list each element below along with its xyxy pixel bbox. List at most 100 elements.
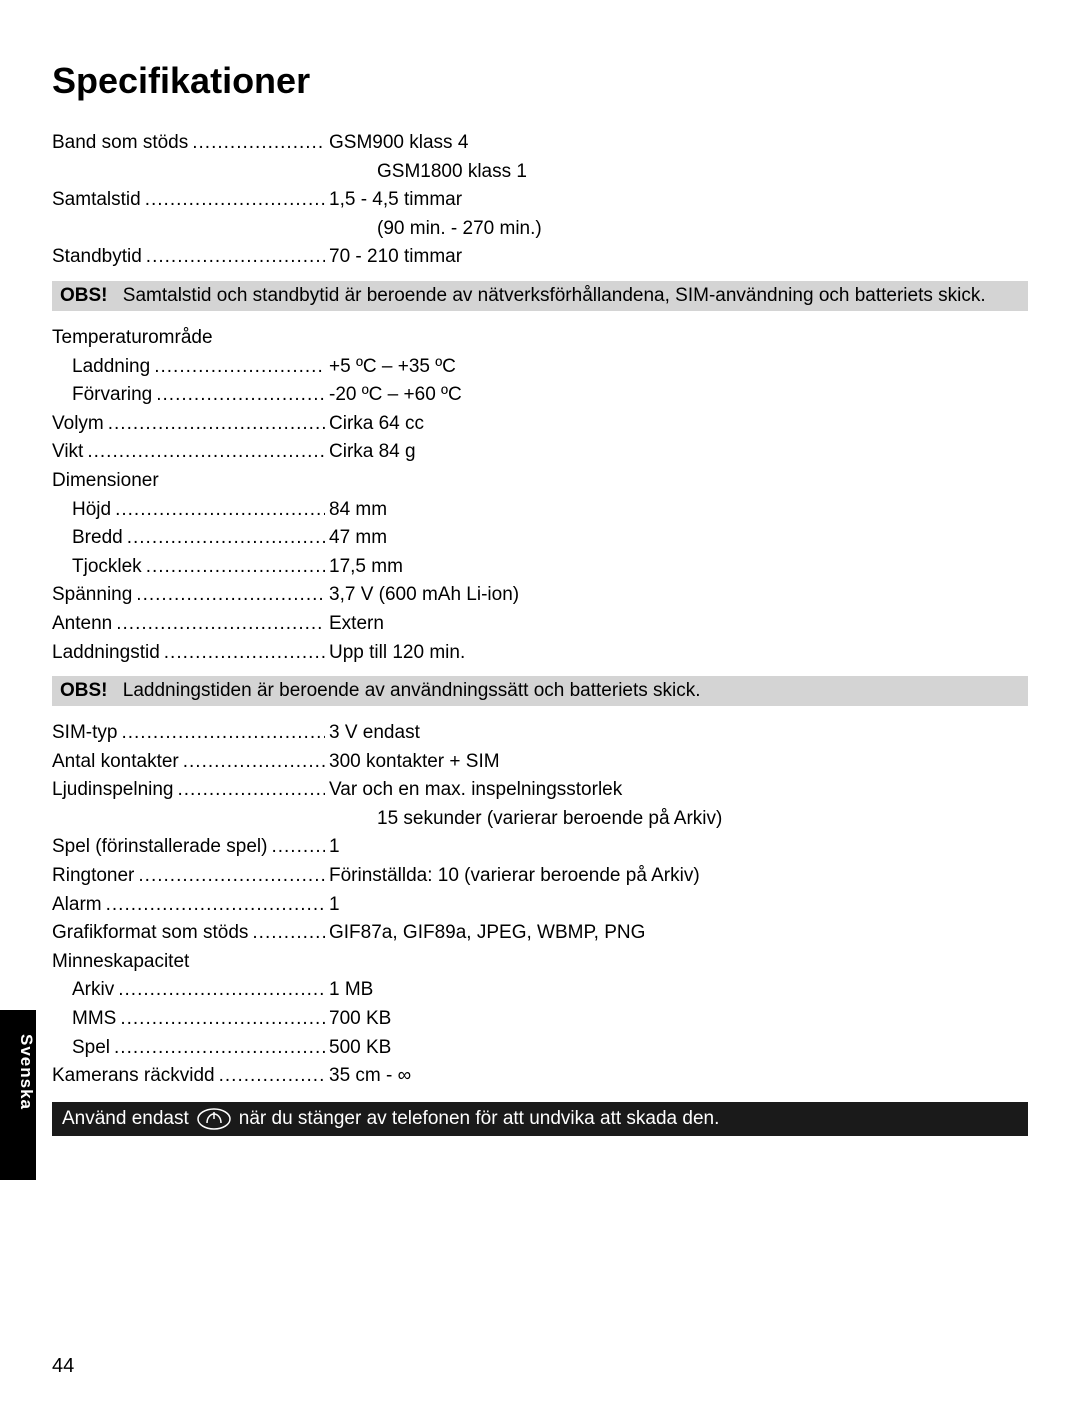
spec-row: Arkiv ..................................… — [52, 977, 1028, 1004]
note-label-1: OBS! — [60, 285, 108, 306]
spec-label: Laddning — [52, 354, 154, 381]
spec-label: Laddningstid — [52, 640, 164, 667]
spec-label: Förvaring — [52, 382, 156, 409]
spec-label: Antal kontakter — [52, 749, 183, 776]
spec-label: Spänning — [52, 582, 136, 609]
spec-row: Kamerans räckvidd ......................… — [52, 1063, 1028, 1090]
dot-leader: ........................................… — [154, 354, 325, 381]
spec-subheader: Temperaturområde — [52, 325, 1028, 352]
spec-value: 300 kontakter + SIM — [325, 749, 500, 776]
power-off-icon — [197, 1108, 231, 1130]
dot-leader: ........................................… — [145, 187, 325, 214]
spec-label: Volym — [52, 411, 108, 438]
dot-leader: ........................................… — [87, 439, 325, 466]
dot-leader: ........................................… — [120, 1006, 325, 1033]
note-text-2: Laddningstiden är beroende av användning… — [123, 680, 701, 701]
spec-section-2: TemperaturområdeLaddning ...............… — [52, 325, 1028, 666]
spec-value: Var och en max. inspelningsstorlek — [325, 777, 622, 804]
spec-label: Antenn — [52, 611, 116, 638]
spec-value: Upp till 120 min. — [325, 640, 465, 667]
spec-row: Spel ...................................… — [52, 1035, 1028, 1062]
dark-note-box: Använd endast när du stänger av telefone… — [52, 1102, 1028, 1136]
spec-label: MMS — [52, 1006, 120, 1033]
spec-row: SIM-typ ................................… — [52, 720, 1028, 747]
spec-row: Laddning ...............................… — [52, 354, 1028, 381]
spec-label: Vikt — [52, 439, 87, 466]
spec-row: Spänning ...............................… — [52, 582, 1028, 609]
spec-value-continuation: 15 sekunder (varierar beroende på Arkiv) — [52, 806, 1028, 833]
spec-value: 700 KB — [325, 1006, 391, 1033]
spec-value-continuation: (90 min. - 270 min.) — [52, 216, 1028, 243]
spec-row: Bredd ..................................… — [52, 525, 1028, 552]
spec-value: 84 mm — [325, 497, 387, 524]
spec-label: Ringtoner — [52, 863, 138, 890]
spec-value: 70 - 210 timmar — [325, 244, 462, 271]
spec-row: Ljudinspelning .........................… — [52, 777, 1028, 804]
dot-leader: ........................................… — [271, 834, 325, 861]
spec-value: 500 KB — [325, 1035, 391, 1062]
spec-label: Spel — [52, 1035, 114, 1062]
spec-row: Höjd ...................................… — [52, 497, 1028, 524]
spec-label: Höjd — [52, 497, 115, 524]
spec-row: Band som stöds .........................… — [52, 130, 1028, 157]
spec-row: Antal kontakter ........................… — [52, 749, 1028, 776]
spec-value: 1 MB — [325, 977, 373, 1004]
dot-leader: ........................................… — [114, 1035, 325, 1062]
spec-label: Band som stöds — [52, 130, 192, 157]
spec-value: +5 ºC – +35 ºC — [325, 354, 456, 381]
spec-label: Ljudinspelning — [52, 777, 178, 804]
spec-value: -20 ºC – +60 ºC — [325, 382, 462, 409]
page-number: 44 — [52, 1355, 74, 1378]
note-text-1: Samtalstid och standbytid är beroende av… — [123, 285, 986, 306]
spec-row: Volym ..................................… — [52, 411, 1028, 438]
spec-row: Alarm ..................................… — [52, 892, 1028, 919]
spec-row: Tjocklek ...............................… — [52, 554, 1028, 581]
spec-label: Samtalstid — [52, 187, 145, 214]
spec-label: Grafikformat som stöds — [52, 920, 252, 947]
dot-leader: ........................................… — [178, 777, 326, 804]
note-box-2: OBS! Laddningstiden är beroende av använ… — [52, 676, 1028, 706]
page-root: Specifikationer Band som stöds .........… — [0, 0, 1080, 1408]
spec-label: Tjocklek — [52, 554, 146, 581]
dot-leader: ........................................… — [127, 525, 325, 552]
dot-leader: ........................................… — [121, 720, 325, 747]
dot-leader: ........................................… — [252, 920, 325, 947]
spec-value: 1,5 - 4,5 timmar — [325, 187, 462, 214]
spec-row: Förvaring ..............................… — [52, 382, 1028, 409]
spec-value: GSM900 klass 4 — [325, 130, 468, 157]
dot-leader: ........................................… — [138, 863, 325, 890]
spec-value: Extern — [325, 611, 384, 638]
page-title: Specifikationer — [52, 60, 1028, 102]
spec-value: 47 mm — [325, 525, 387, 552]
spec-row: Grafikformat som stöds .................… — [52, 920, 1028, 947]
dot-leader: ........................................… — [118, 977, 325, 1004]
dot-leader: ........................................… — [108, 411, 325, 438]
dark-note-pre: Använd endast — [62, 1108, 189, 1130]
dot-leader: ........................................… — [192, 130, 325, 157]
spec-row: Ringtoner ..............................… — [52, 863, 1028, 890]
dark-note-post: när du stänger av telefonen för att undv… — [239, 1108, 720, 1130]
dot-leader: ........................................… — [146, 244, 325, 271]
spec-section-3: SIM-typ ................................… — [52, 720, 1028, 1090]
dot-leader: ........................................… — [116, 611, 325, 638]
dot-leader: ........................................… — [219, 1063, 325, 1090]
dot-leader: ........................................… — [106, 892, 325, 919]
spec-value: 3 V endast — [325, 720, 420, 747]
spec-value: 17,5 mm — [325, 554, 403, 581]
spec-row: Laddningstid ...........................… — [52, 640, 1028, 667]
spec-row: Samtalstid .............................… — [52, 187, 1028, 214]
spec-row: Spel (förinstallerade spel) ............… — [52, 834, 1028, 861]
dot-leader: ........................................… — [164, 640, 325, 667]
dot-leader: ........................................… — [156, 382, 325, 409]
spec-label: Arkiv — [52, 977, 118, 1004]
dot-leader: ........................................… — [183, 749, 325, 776]
spec-value: 35 cm - ∞ — [325, 1063, 411, 1090]
spec-label: Standbytid — [52, 244, 146, 271]
spec-value: Cirka 64 cc — [325, 411, 424, 438]
spec-value: 1 — [325, 892, 340, 919]
spec-row: MMS ....................................… — [52, 1006, 1028, 1033]
note-box-1: OBS! Samtalstid och standbytid är beroen… — [52, 281, 1028, 311]
spec-label: Spel (förinstallerade spel) — [52, 834, 271, 861]
spec-label: Bredd — [52, 525, 127, 552]
side-language-tab: Svenska — [0, 1034, 36, 1110]
